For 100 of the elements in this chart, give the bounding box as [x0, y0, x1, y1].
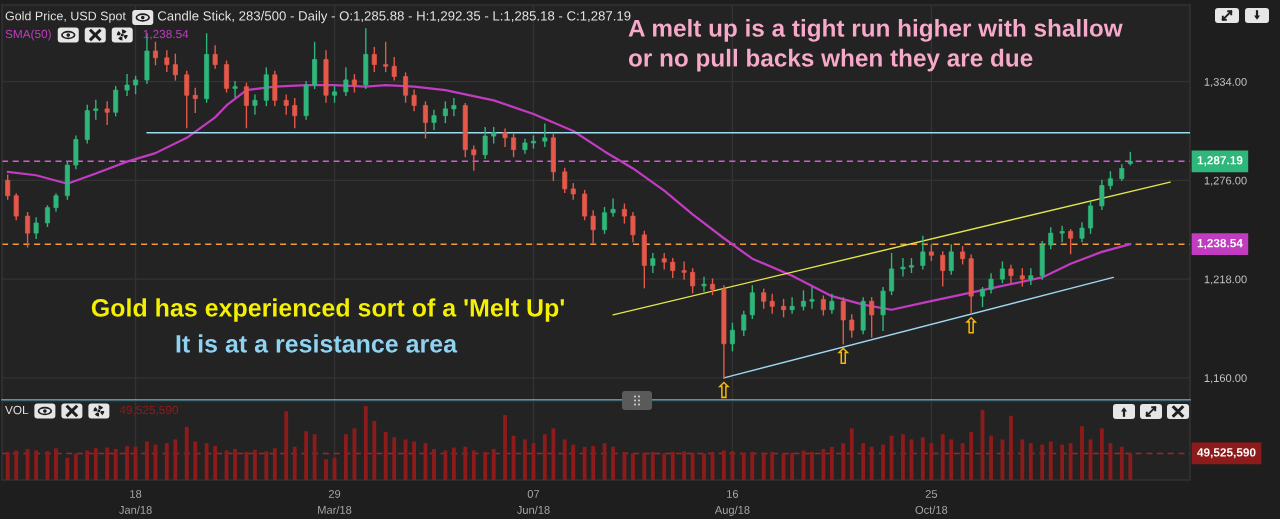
candlestick	[292, 97, 298, 129]
bar	[929, 443, 934, 480]
candlestick	[283, 94, 289, 115]
candlestick	[422, 101, 428, 139]
bar	[881, 444, 885, 480]
chart-title: Gold Price, USD Spot	[5, 11, 126, 23]
bar	[213, 446, 218, 480]
candlestick	[829, 293, 835, 314]
bar	[184, 426, 189, 480]
candlestick	[729, 322, 735, 352]
candlestick	[212, 45, 218, 69]
bar	[363, 406, 368, 480]
candlestick	[820, 295, 826, 316]
bar	[989, 435, 993, 480]
bar	[34, 450, 39, 480]
candlestick	[621, 203, 627, 224]
candlestick	[511, 133, 517, 158]
candlestick	[243, 82, 249, 129]
bar	[969, 432, 974, 480]
candlestick	[1059, 225, 1065, 243]
candlestick	[880, 286, 886, 331]
candlestick	[93, 99, 99, 120]
bar	[702, 453, 706, 480]
bar	[54, 448, 58, 480]
bar	[1099, 428, 1104, 480]
candlestick	[482, 126, 488, 159]
candlestick	[25, 212, 31, 248]
annotation: ⇧	[965, 316, 978, 334]
y-tick-label: 1,334.00	[1204, 77, 1247, 88]
ref-line-label: 1,238.54	[1197, 238, 1243, 250]
bar	[1028, 443, 1033, 480]
candlestick	[192, 87, 198, 113]
candlestick	[542, 123, 548, 148]
candlestick	[383, 41, 389, 73]
bar	[901, 434, 905, 480]
bar	[821, 448, 826, 480]
candlestick	[451, 97, 457, 117]
bar	[571, 444, 576, 480]
candlestick	[690, 268, 696, 294]
bar	[682, 451, 687, 480]
bar	[1048, 441, 1053, 480]
bar	[14, 450, 19, 480]
candlestick	[670, 257, 676, 279]
candlestick	[252, 94, 258, 115]
candlestick	[789, 297, 795, 314]
candlestick	[471, 145, 477, 171]
bar	[383, 432, 388, 480]
y-tick-label: 1,276.00	[1204, 176, 1247, 186]
text: SMA(50)	[5, 29, 51, 41]
annotation: ⇧	[717, 381, 730, 399]
candlestick	[1048, 227, 1054, 250]
candlestick	[761, 288, 767, 309]
bar	[253, 449, 257, 480]
bar	[491, 448, 496, 480]
bar	[193, 441, 198, 480]
bar	[960, 443, 965, 480]
text: 49,525,590	[1197, 448, 1256, 459]
candlestick	[1028, 268, 1034, 285]
candlestick	[869, 297, 875, 338]
bar	[5, 451, 10, 480]
annotation: 49,525,590	[119, 405, 178, 416]
candlestick	[403, 72, 409, 103]
candlestick	[371, 46, 377, 73]
candlestick	[681, 261, 687, 280]
candlestick	[33, 217, 39, 239]
x-tick-label: 25 Oct/18	[915, 490, 948, 514]
bar	[542, 434, 547, 480]
bar	[1040, 444, 1045, 480]
bar	[272, 448, 277, 480]
text: VOL	[5, 405, 29, 415]
bar	[65, 457, 70, 480]
bar	[1080, 426, 1084, 480]
candlestick	[900, 257, 906, 277]
candlestick	[650, 252, 656, 274]
annotation: 1,238.54	[143, 29, 189, 40]
candlestick	[809, 286, 815, 309]
bar	[372, 420, 377, 480]
bar	[443, 450, 448, 480]
bar	[1060, 444, 1065, 480]
bar	[73, 453, 78, 480]
bar	[920, 437, 925, 480]
candlestick	[411, 89, 417, 112]
bar	[1068, 443, 1073, 480]
x-tick-label: 16 Aug/18	[714, 490, 750, 517]
bar	[551, 428, 556, 480]
candlestick	[13, 193, 19, 221]
bar	[849, 428, 854, 480]
candlestick	[999, 261, 1005, 284]
bar	[432, 448, 436, 480]
x-tick-label: 29 Mar/18	[318, 490, 352, 514]
x-tick-label: 07 Jun/18	[516, 490, 550, 514]
bar	[392, 437, 397, 480]
candlestick	[741, 310, 747, 336]
bar	[523, 439, 527, 480]
candlestick	[1088, 201, 1094, 234]
candlestick	[1068, 229, 1074, 255]
candlestick	[1099, 179, 1105, 211]
bar	[650, 451, 655, 480]
candlestick	[769, 293, 775, 314]
bar	[582, 446, 587, 480]
